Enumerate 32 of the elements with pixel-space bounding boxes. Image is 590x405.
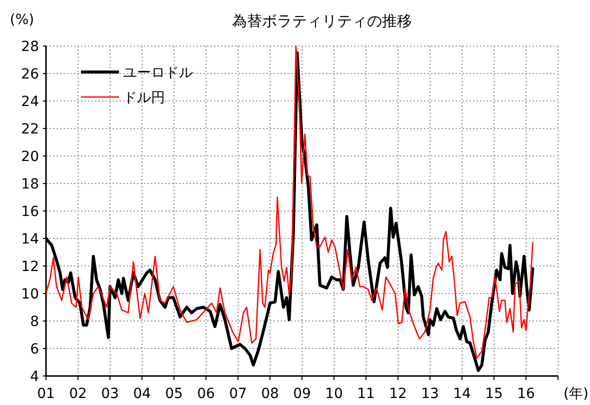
- ytick: 4: [30, 369, 39, 385]
- xtick: 09: [293, 386, 311, 402]
- xtick: 16: [517, 386, 535, 402]
- xtick: 13: [421, 386, 439, 402]
- xtick: 15: [485, 386, 503, 402]
- ytick: 22: [21, 122, 39, 138]
- ylabel: (%): [10, 12, 34, 28]
- xtick: 07: [229, 386, 247, 402]
- xlabel: (年): [564, 386, 588, 402]
- xtick: 08: [261, 386, 279, 402]
- ytick: 28: [21, 39, 39, 55]
- xtick: 06: [197, 386, 215, 402]
- ytick: 6: [30, 342, 39, 358]
- ytick: 10: [21, 286, 39, 302]
- xtick: 14: [453, 386, 471, 402]
- xtick: 03: [101, 386, 119, 402]
- xtick: 05: [165, 386, 183, 402]
- xtick: 12: [389, 386, 407, 402]
- ytick: 20: [21, 149, 39, 165]
- ytick: 26: [21, 66, 39, 82]
- xtick: 04: [133, 386, 151, 402]
- ytick: 8: [30, 314, 39, 330]
- xtick: 11: [357, 386, 375, 402]
- xtick: 01: [37, 386, 55, 402]
- ytick: 24: [21, 94, 39, 110]
- xtick: 02: [69, 386, 87, 402]
- xtick: 10: [325, 386, 343, 402]
- ytick: 18: [21, 176, 39, 192]
- ytick: 14: [21, 232, 39, 248]
- title: 為替ボラティリティの推移: [232, 12, 412, 30]
- ytick: 12: [21, 259, 39, 275]
- ytick: 16: [21, 204, 39, 220]
